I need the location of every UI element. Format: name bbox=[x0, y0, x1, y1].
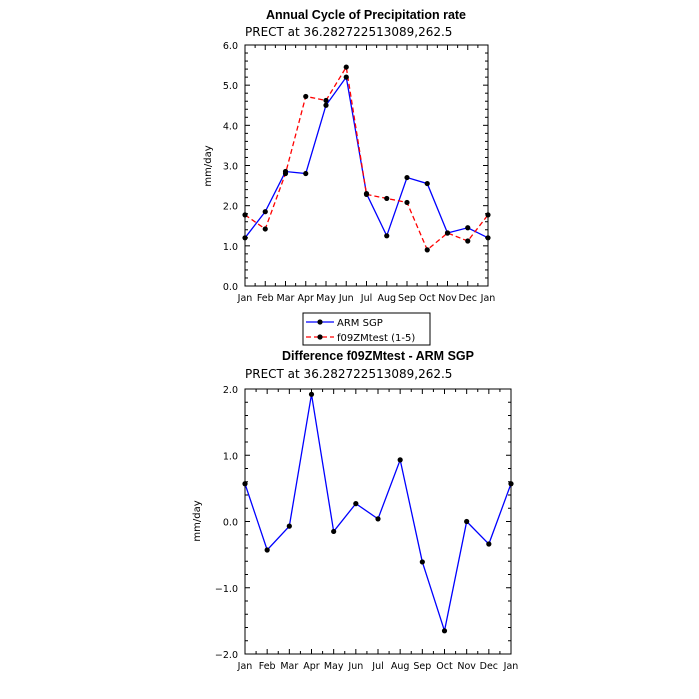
legend-marker-arm-sgp bbox=[317, 319, 323, 325]
x-tick-label: Apr bbox=[303, 661, 320, 672]
data-point bbox=[486, 541, 492, 547]
data-point bbox=[384, 195, 390, 202]
chart1-legend: ARM SGP f09ZMtest (1-5) bbox=[302, 312, 431, 346]
y-tick-label: 6.0 bbox=[223, 41, 238, 52]
legend-label-arm-sgp: ARM SGP bbox=[337, 318, 383, 329]
chart2-axis-ticks: Jan Feb Mar Apr May Jun Jul Aug Sep Oct Nov Dec Jan−… bbox=[215, 385, 518, 672]
x-tick-label: Sep bbox=[398, 293, 416, 304]
data-point bbox=[242, 481, 248, 487]
x-tick-label: Aug bbox=[391, 661, 410, 672]
y-tick-label: 1.0 bbox=[223, 451, 238, 462]
data-point bbox=[363, 191, 370, 198]
data-point bbox=[262, 209, 268, 215]
data-point bbox=[508, 481, 514, 487]
y-tick-label: 2.0 bbox=[223, 385, 238, 396]
x-tick-label: May bbox=[316, 293, 336, 304]
data-point bbox=[404, 174, 410, 181]
x-tick-label: May bbox=[324, 661, 344, 672]
data-point bbox=[424, 247, 430, 253]
series-line-0 bbox=[244, 394, 512, 634]
y-tick-label: 5.0 bbox=[223, 81, 238, 92]
x-tick-label: Jan bbox=[480, 293, 496, 304]
series-line-0 bbox=[244, 75, 489, 239]
chart1-ylabel: mm/day bbox=[203, 145, 214, 186]
data-point bbox=[465, 225, 471, 231]
x-tick-label: Nov bbox=[438, 293, 457, 304]
x-tick-label: Jan bbox=[503, 661, 519, 672]
x-tick-label: Sep bbox=[413, 661, 431, 672]
x-tick-label: Apr bbox=[298, 293, 315, 304]
data-point bbox=[323, 97, 329, 104]
data-point bbox=[343, 74, 349, 80]
difference-chart: Difference f09ZMtest - ARM SGP PRECT at … bbox=[192, 349, 518, 672]
x-tick-label: Jul bbox=[360, 293, 372, 304]
chart2-ylabel: mm/day bbox=[192, 500, 203, 541]
data-point bbox=[444, 230, 451, 236]
y-tick-label: 0.0 bbox=[223, 518, 238, 529]
data-point bbox=[242, 235, 248, 241]
x-tick-label: Aug bbox=[377, 293, 396, 304]
chart1-series bbox=[242, 64, 491, 253]
series-line-1 bbox=[244, 65, 489, 251]
x-tick-label: Nov bbox=[457, 661, 476, 672]
chart1-title: Annual Cycle of Precipitation rate bbox=[266, 8, 466, 22]
data-point bbox=[242, 212, 248, 218]
data-point bbox=[353, 501, 359, 507]
data-point bbox=[264, 547, 270, 553]
data-point bbox=[303, 170, 309, 177]
data-point bbox=[404, 199, 410, 206]
data-point bbox=[331, 528, 337, 535]
chart2-title: Difference f09ZMtest - ARM SGP bbox=[282, 349, 474, 363]
y-tick-label: 2.0 bbox=[223, 202, 238, 213]
legend-box bbox=[302, 312, 431, 346]
data-point bbox=[323, 102, 329, 108]
x-tick-label: Dec bbox=[459, 293, 477, 304]
x-tick-label: Mar bbox=[280, 661, 298, 672]
chart2-series bbox=[242, 391, 514, 634]
y-tick-label: −2.0 bbox=[215, 650, 238, 661]
x-tick-label: Oct bbox=[419, 293, 436, 304]
x-tick-label: Mar bbox=[277, 293, 295, 304]
x-tick-label: Dec bbox=[480, 661, 498, 672]
chart2-subtitle: PRECT at 36.282722513089,262.5 bbox=[245, 367, 452, 381]
y-tick-label: 0.0 bbox=[223, 282, 238, 293]
data-point bbox=[262, 226, 268, 232]
legend-marker-f09zmtest bbox=[317, 334, 323, 340]
chart1-axis-ticks: Jan Feb Mar Apr May Jun Jul Aug Sep Oct Nov Dec Jan0… bbox=[223, 41, 495, 304]
data-point bbox=[485, 235, 491, 241]
x-tick-label: Jan bbox=[237, 293, 253, 304]
y-tick-label: 4.0 bbox=[223, 121, 238, 132]
x-tick-label: Jan bbox=[237, 661, 253, 672]
legend-label-f09zmtest: f09ZMtest (1-5) bbox=[337, 333, 415, 344]
data-point bbox=[308, 391, 315, 397]
data-point bbox=[419, 559, 425, 565]
x-tick-label: Jun bbox=[347, 661, 363, 672]
data-point bbox=[343, 64, 349, 70]
data-point bbox=[424, 180, 430, 187]
precipitation-annual-cycle-chart: Annual Cycle of Precipitation rate PRECT… bbox=[203, 8, 495, 346]
data-point bbox=[485, 212, 491, 218]
data-point bbox=[384, 233, 390, 239]
chart2-plot-frame bbox=[244, 388, 512, 655]
x-tick-label: Jun bbox=[338, 293, 354, 304]
data-point bbox=[465, 238, 471, 244]
data-point bbox=[286, 523, 292, 529]
data-point bbox=[282, 170, 289, 177]
data-point bbox=[441, 628, 448, 634]
y-tick-label: −1.0 bbox=[215, 584, 238, 595]
chart1-plot-frame bbox=[244, 44, 489, 287]
y-tick-label: 1.0 bbox=[223, 242, 238, 253]
x-tick-label: Feb bbox=[259, 661, 276, 672]
x-tick-label: Jul bbox=[371, 661, 383, 672]
y-tick-label: 3.0 bbox=[223, 162, 238, 173]
data-point bbox=[397, 457, 403, 463]
data-point bbox=[375, 516, 381, 522]
data-point bbox=[303, 93, 309, 100]
x-tick-label: Oct bbox=[436, 661, 453, 672]
data-point bbox=[464, 518, 470, 525]
chart1-subtitle: PRECT at 36.282722513089,262.5 bbox=[245, 25, 452, 39]
x-tick-label: Feb bbox=[257, 293, 274, 304]
